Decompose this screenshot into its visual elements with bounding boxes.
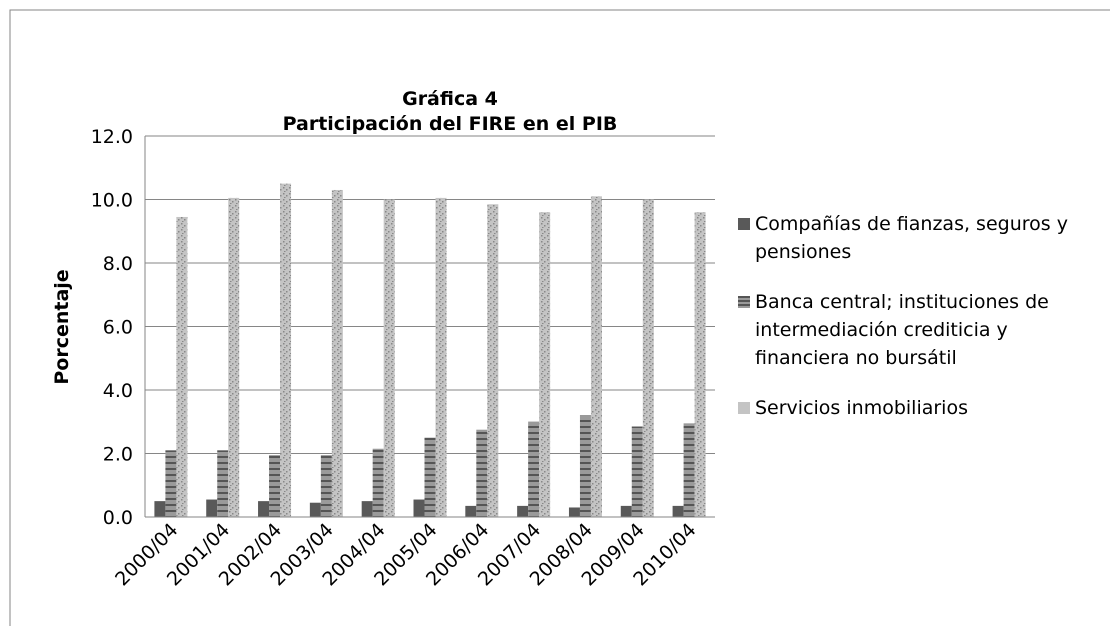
bar <box>683 423 695 517</box>
bar <box>631 426 643 517</box>
legend: Compañías de fianzas, seguros y pensione… <box>735 210 1105 444</box>
bar <box>206 499 218 517</box>
bar <box>568 507 580 517</box>
legend-item: Banca central; instituciones de intermed… <box>735 288 1105 372</box>
bar <box>539 212 551 517</box>
bar <box>309 502 321 517</box>
legend-label: Servicios inmobiliarios <box>755 397 968 419</box>
y-tick-label: 12.0 <box>91 126 133 148</box>
bar <box>579 415 591 517</box>
legend-item: Servicios inmobiliarios <box>735 394 1105 422</box>
y-axis-label: Porcentaje <box>51 269 73 384</box>
bar <box>258 501 270 517</box>
bar <box>320 455 332 517</box>
chart-frame <box>9 9 1110 626</box>
y-tick-label: 2.0 <box>103 444 133 466</box>
bar <box>361 501 373 517</box>
y-tick-label: 8.0 <box>103 253 133 275</box>
bar <box>672 505 684 517</box>
bar <box>694 212 706 517</box>
y-tick-label: 4.0 <box>103 380 133 402</box>
bar <box>642 199 654 517</box>
bar <box>620 505 632 517</box>
y-tick-label: 10.0 <box>91 190 133 212</box>
bar <box>383 199 395 517</box>
bar <box>465 505 477 517</box>
bar <box>424 437 436 517</box>
bar <box>487 204 499 517</box>
legend-label: Compañías de fianzas, seguros y pensione… <box>755 213 1068 263</box>
bar <box>517 505 529 517</box>
bar <box>528 421 540 517</box>
legend-swatch <box>738 296 750 308</box>
bar <box>413 499 425 517</box>
bar <box>228 197 240 517</box>
bar <box>331 189 343 517</box>
legend-item: Compañías de fianzas, seguros y pensione… <box>735 210 1105 266</box>
bar <box>269 455 281 517</box>
bar <box>280 183 292 517</box>
legend-swatch <box>738 402 750 414</box>
legend-swatch <box>738 218 750 230</box>
bar <box>217 450 229 517</box>
y-tick-label: 6.0 <box>103 317 133 339</box>
chart-title: Participación del FIRE en el PIB <box>283 113 618 135</box>
y-tick-label: 0.0 <box>103 507 133 529</box>
bar <box>435 197 447 517</box>
bar <box>590 196 602 517</box>
bar <box>154 501 166 517</box>
chart-title: Gráfica 4 <box>402 88 498 110</box>
bar <box>176 216 188 517</box>
bar <box>372 448 384 517</box>
bar <box>165 450 177 517</box>
bar <box>476 429 488 517</box>
legend-label: Banca central; instituciones de intermed… <box>755 291 1049 369</box>
